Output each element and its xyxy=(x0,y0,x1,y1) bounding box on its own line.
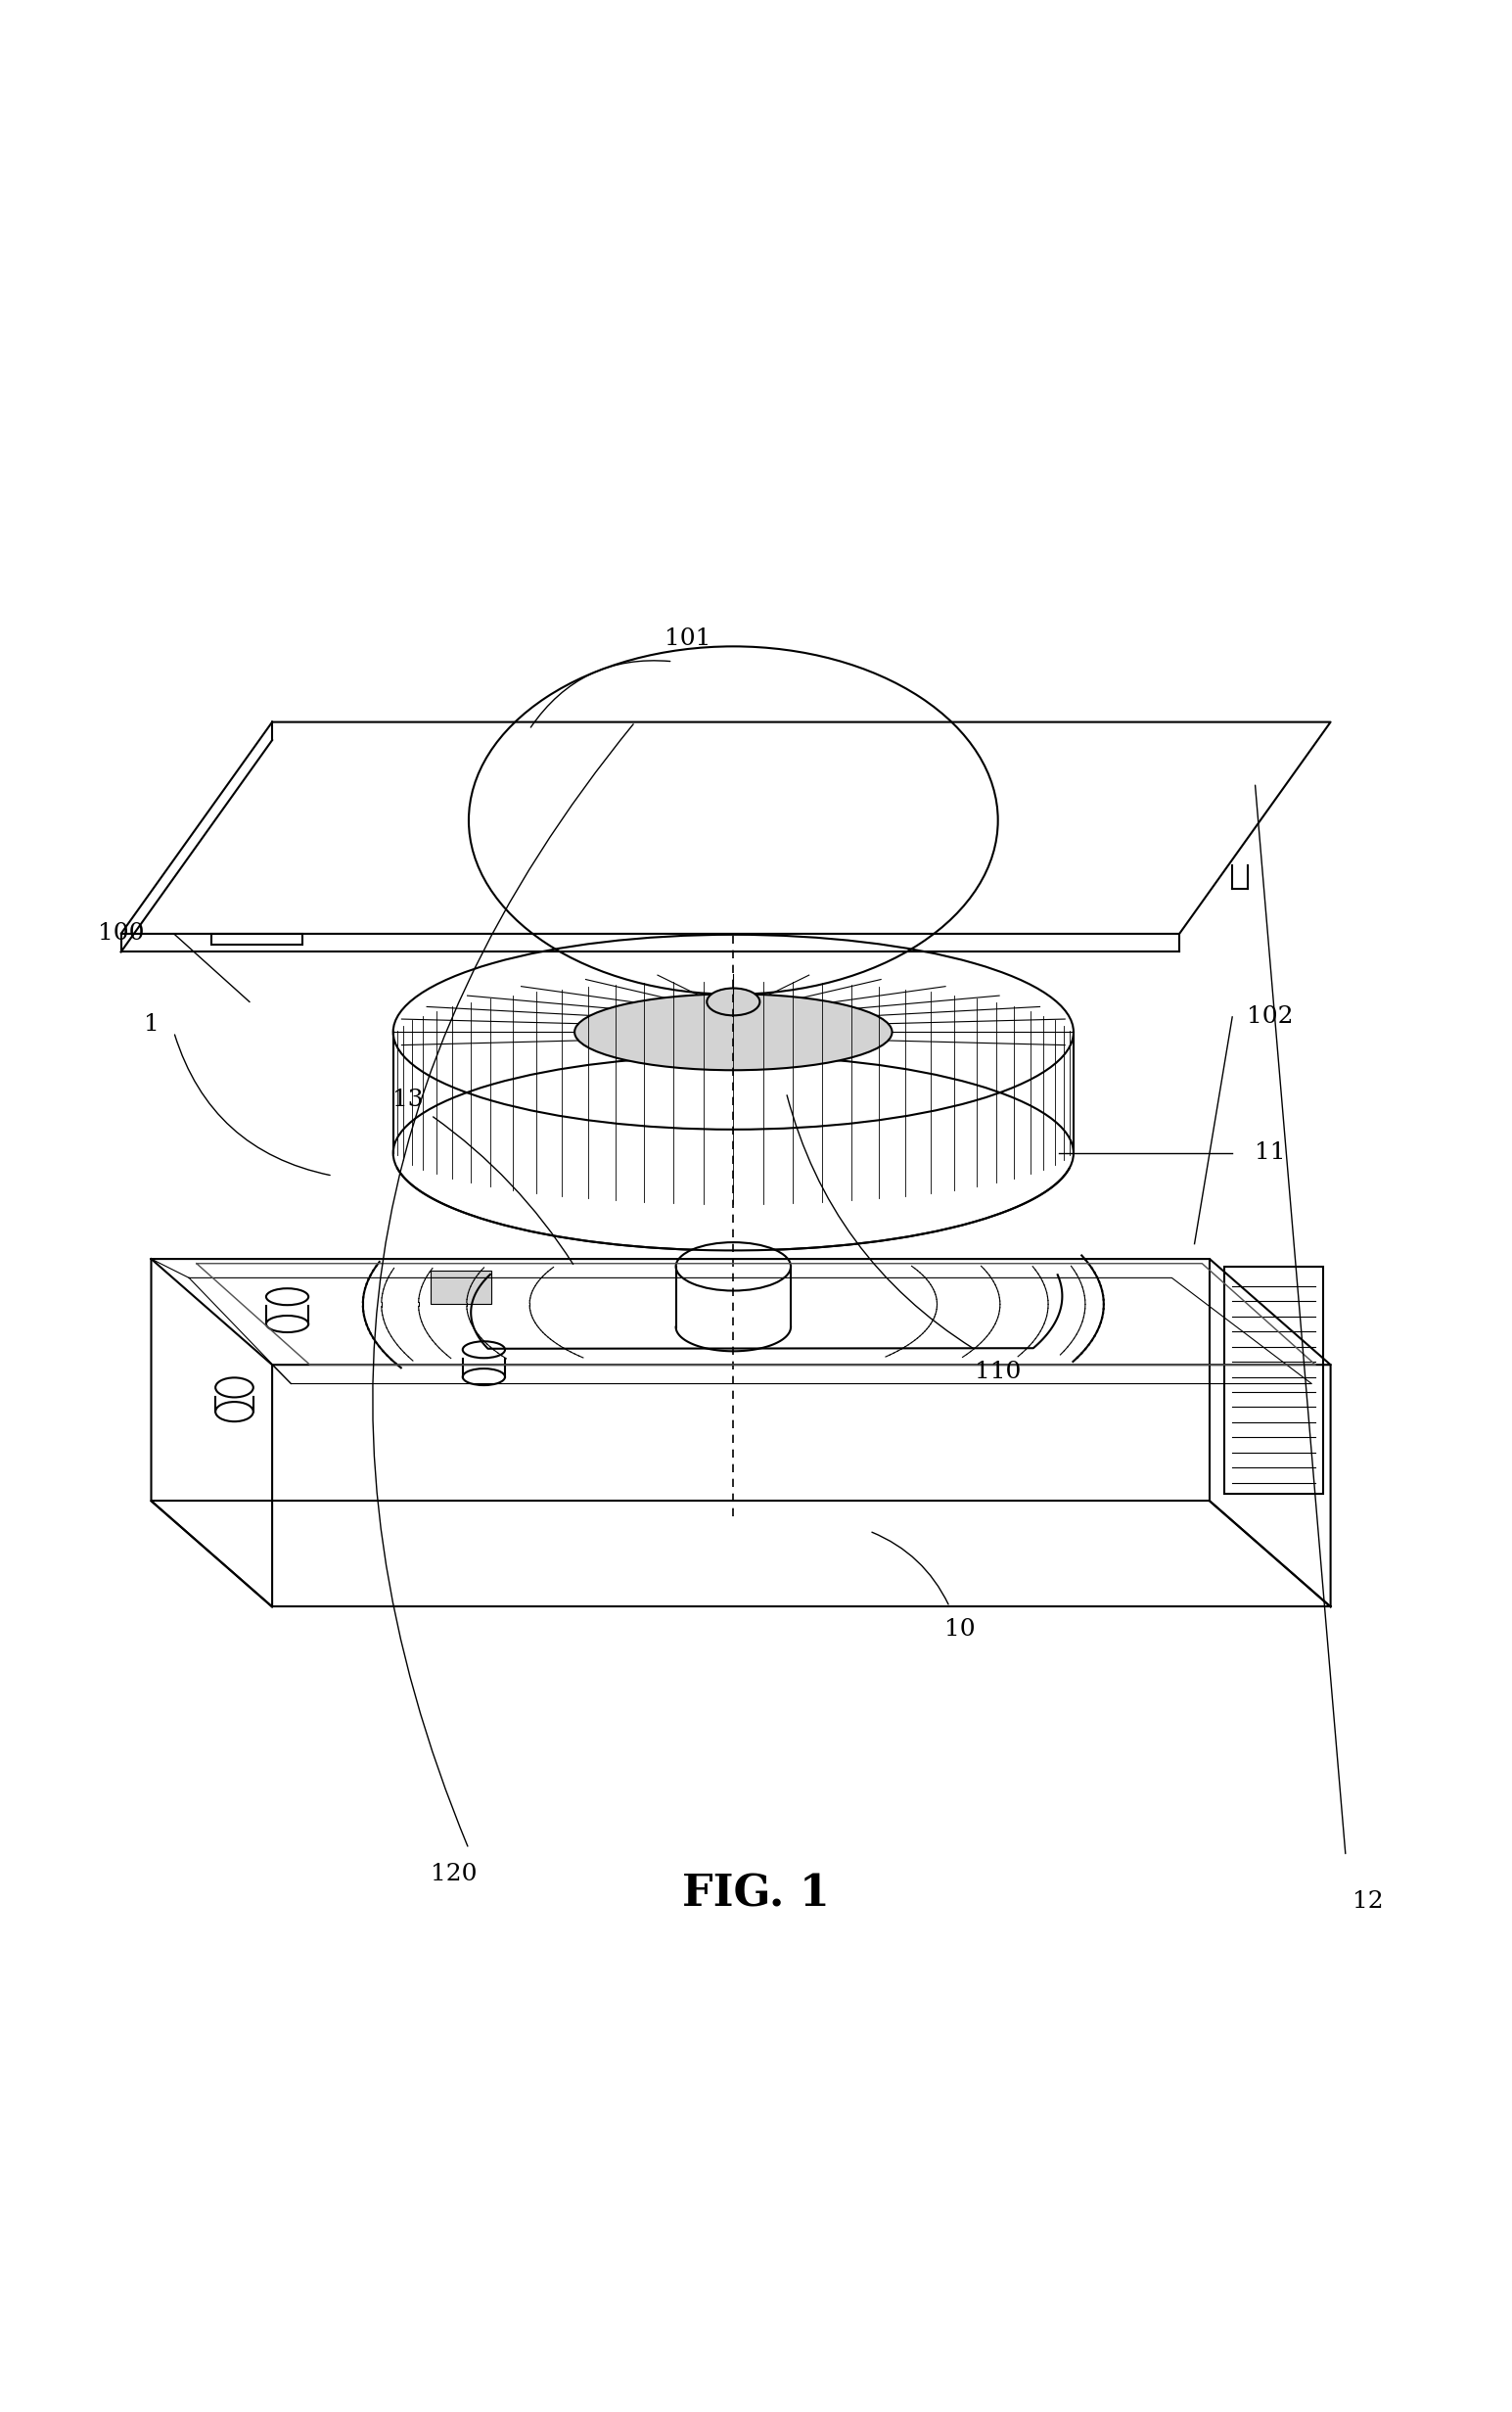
Text: FIG. 1: FIG. 1 xyxy=(682,1874,830,1915)
Text: 102: 102 xyxy=(1247,1006,1293,1028)
Ellipse shape xyxy=(266,1288,308,1305)
Ellipse shape xyxy=(215,1377,254,1397)
Ellipse shape xyxy=(463,1341,505,1358)
Ellipse shape xyxy=(575,994,892,1071)
Ellipse shape xyxy=(215,1401,254,1421)
Ellipse shape xyxy=(266,1315,308,1331)
Text: 110: 110 xyxy=(975,1360,1021,1384)
Text: 1: 1 xyxy=(144,1013,159,1035)
Text: 100: 100 xyxy=(98,921,144,946)
Bar xyxy=(212,933,302,946)
Text: 10: 10 xyxy=(945,1618,975,1640)
Text: 13: 13 xyxy=(393,1088,423,1112)
Ellipse shape xyxy=(706,989,759,1015)
Ellipse shape xyxy=(463,1368,505,1384)
Text: 101: 101 xyxy=(665,627,711,651)
Text: 120: 120 xyxy=(431,1862,476,1886)
Bar xyxy=(431,1271,491,1305)
Ellipse shape xyxy=(676,1242,791,1290)
Text: 11: 11 xyxy=(1255,1141,1285,1165)
Bar xyxy=(1225,1266,1323,1493)
Text: 12: 12 xyxy=(1353,1891,1383,1913)
